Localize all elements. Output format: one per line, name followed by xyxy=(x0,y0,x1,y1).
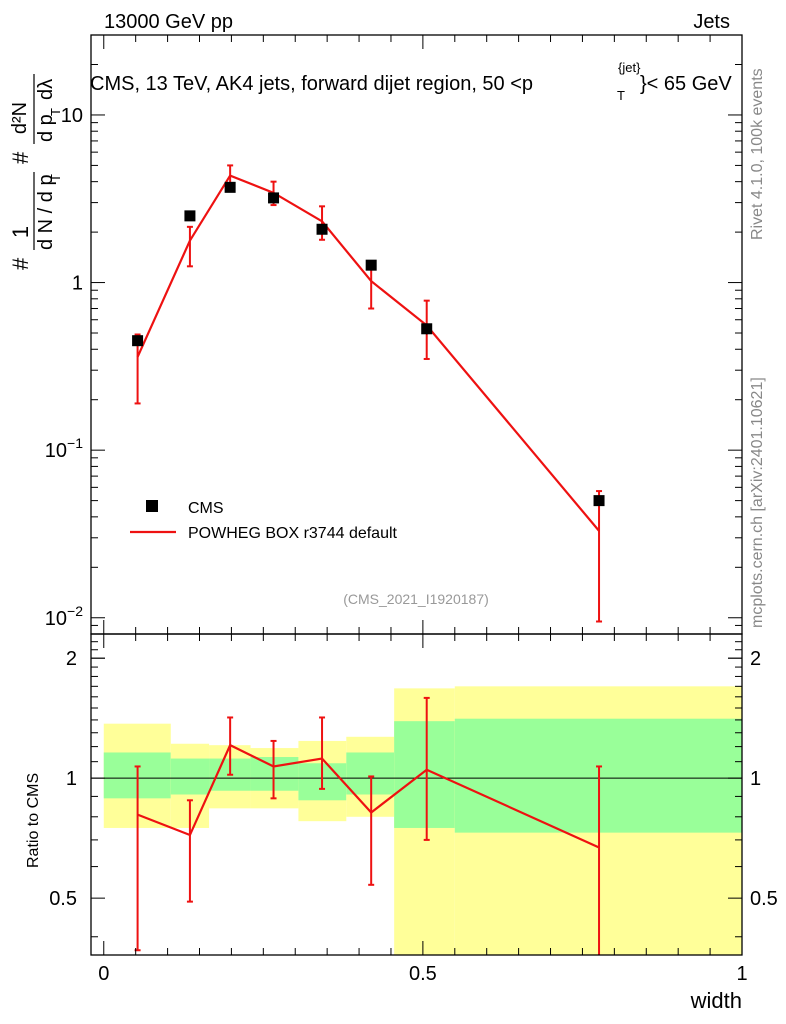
data-point-0 xyxy=(132,335,144,347)
data-point-4 xyxy=(316,223,328,235)
ylabel-sub-t2: T xyxy=(48,108,63,116)
y-tick-label-0: 10−2 xyxy=(45,603,83,630)
ratio-y-tick-label-left-0: 0.5 xyxy=(49,888,77,910)
ylabel-frac1-den: d N / d p xyxy=(35,174,57,250)
x-axis-label: width xyxy=(690,988,742,1013)
title-sup: {jet} xyxy=(618,60,641,75)
ylabel-dlambda: dλ xyxy=(35,79,57,100)
ylabel-hash-2: # xyxy=(8,151,33,164)
mcplots-label: mcplots.cern.ch [arXiv:2401.10621] xyxy=(749,377,766,628)
main-panel xyxy=(132,164,605,623)
ylabel-frac2-den: d p xyxy=(35,114,57,142)
data-point-5 xyxy=(365,259,377,271)
data-point-6 xyxy=(421,323,433,335)
ratio-y-label: Ratio to CMS xyxy=(25,773,42,868)
ratio-y-tick-label-left-1: 1 xyxy=(66,768,77,790)
legend-label-powheg: POWHEG BOX r3744 default xyxy=(188,525,398,542)
y-tick-label-2: 1 xyxy=(72,273,83,295)
y-tick-label-3: 10 xyxy=(61,105,83,127)
ylabel-sub-t1: T xyxy=(48,174,63,182)
ratio-frame xyxy=(90,633,743,956)
ylabel-frac2-num: d²N xyxy=(9,102,31,134)
ratio-y-tick-label-right-0: 0.5 xyxy=(750,888,778,910)
x-tick-label-1: 0.5 xyxy=(409,963,437,985)
ratio-y-tick-label-left-2: 2 xyxy=(66,648,77,670)
ratio-mc-line xyxy=(137,743,600,849)
legend: CMS POWHEG BOX r3744 default xyxy=(130,500,398,542)
band-inner-6 xyxy=(394,721,455,828)
ratio-y-tick-label-right-2: 2 xyxy=(750,648,761,670)
data-point-3 xyxy=(268,192,280,204)
ratio-bands xyxy=(91,686,742,955)
data-point-7 xyxy=(593,495,605,507)
energy-label: 13000 GeV pp xyxy=(104,11,233,33)
ylabel-hash-1: # xyxy=(8,257,33,270)
data-point-1 xyxy=(184,210,196,222)
band-inner-1 xyxy=(170,758,210,795)
title-main: CMS, 13 TeV, AK4 jets, forward dijet reg… xyxy=(90,73,533,95)
analysis-id: (CMS_2021_I1920187) xyxy=(343,591,489,607)
ratio-panel xyxy=(134,696,603,955)
main-frame xyxy=(90,34,743,635)
title-sub: T xyxy=(617,88,625,103)
type-label: Jets xyxy=(693,11,730,33)
title-tail: }< 65 GeV xyxy=(640,73,732,95)
ratio-y-tick-label-right-1: 1 xyxy=(750,768,761,790)
y-tick-label-1: 10−1 xyxy=(45,435,83,462)
chart-title: CMS, 13 TeV, AK4 jets, forward dijet reg… xyxy=(90,60,732,103)
data-point-2 xyxy=(224,181,236,193)
ylabel-frac1-num: 1 xyxy=(8,226,33,238)
legend-label-cms: CMS xyxy=(188,500,224,517)
mc-line xyxy=(136,174,600,532)
x-tick-label-0: 0 xyxy=(98,963,109,985)
axes: 0 0.5 1 10−2 10−1 1 10 0.5 0.5 1 1 2 2 xyxy=(45,34,778,985)
x-tick-label-2: 1 xyxy=(736,963,747,985)
legend-marker-cms xyxy=(146,500,158,512)
y-axis-label: # 1 d N / d p T # d²N d p T dλ xyxy=(8,74,63,270)
rivet-label: Rivet 4.1.0, 100k events xyxy=(749,68,766,240)
